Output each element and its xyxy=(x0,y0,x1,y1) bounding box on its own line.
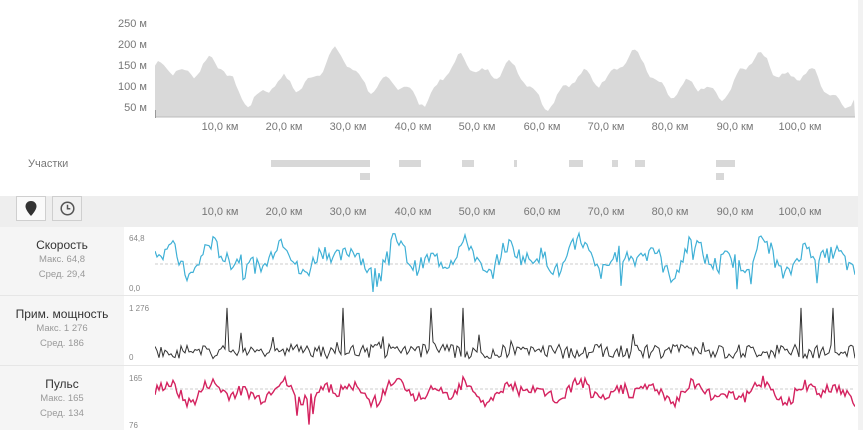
heart-rate-max: Макс. 165 xyxy=(40,393,84,404)
elevation-y-label: 50 м xyxy=(124,102,147,114)
distance-label: 50,0 км xyxy=(458,121,496,133)
segment-bar[interactable] xyxy=(569,160,583,167)
chart-toolbar: 10,0 км 20,0 км 30,0 км 40,0 км 50,0 км … xyxy=(0,196,863,227)
distance-label: 10,0 км xyxy=(201,206,239,218)
heart-rate-avg: Сред. 134 xyxy=(40,408,84,419)
distance-label: 60,0 км xyxy=(523,206,561,218)
map-view-button[interactable] xyxy=(16,196,46,221)
segment-bar[interactable] xyxy=(399,160,421,167)
distance-label: 80,0 км xyxy=(651,121,689,133)
time-view-button[interactable] xyxy=(52,196,82,221)
speed-series-line xyxy=(155,231,855,293)
distance-label: 60,0 км xyxy=(523,121,561,133)
segments-track xyxy=(0,158,863,184)
heart-rate-row-label: Пульс Макс. 165 Сред. 134 xyxy=(0,366,124,430)
heart-rate-y-bottom: 76 xyxy=(129,421,138,430)
elevation-y-axis: 250 м 200 м 150 м 100 м 50 м xyxy=(107,16,149,116)
row-divider xyxy=(0,365,863,366)
heart-rate-title: Пульс xyxy=(45,377,79,391)
elevation-y-label: 250 м xyxy=(118,18,147,30)
segment-bar[interactable] xyxy=(716,173,724,180)
speed-y-bottom: 0,0 xyxy=(129,284,141,293)
distance-label: 80,0 км xyxy=(651,206,689,218)
speed-title: Скорость xyxy=(36,238,88,252)
heart-rate-chart[interactable] xyxy=(155,368,855,430)
power-row-label: Прим. мощность Макс. 1 276 Сред. 186 xyxy=(0,296,124,365)
distance-label: 70,0 км xyxy=(587,121,625,133)
power-max: Макс. 1 276 xyxy=(36,323,88,334)
segment-bar[interactable] xyxy=(716,160,735,167)
distance-label: 70,0 км xyxy=(587,206,625,218)
elevation-area xyxy=(155,46,855,117)
distance-label: 20,0 км xyxy=(265,206,303,218)
clock-icon xyxy=(59,201,75,216)
segment-bar[interactable] xyxy=(271,160,370,167)
distance-label: 40,0 км xyxy=(394,121,432,133)
distance-label: 20,0 км xyxy=(265,121,303,133)
elevation-y-label: 150 м xyxy=(118,60,147,72)
elevation-y-label: 100 м xyxy=(118,81,147,93)
power-y-top: 1 276 xyxy=(129,304,150,313)
distance-axis-top: 10,0 км 20,0 км 30,0 км 40,0 км 50,0 км … xyxy=(0,121,863,135)
elevation-chart[interactable] xyxy=(155,40,855,118)
speed-y-top: 64,8 xyxy=(129,234,145,243)
speed-chart[interactable] xyxy=(155,228,855,294)
segment-bar[interactable] xyxy=(360,173,370,180)
distance-axis-bottom: 10,0 км 20,0 км 30,0 км 40,0 км 50,0 км … xyxy=(0,206,863,220)
distance-label: 100,0 км xyxy=(778,206,822,218)
distance-label: 30,0 км xyxy=(329,206,367,218)
segment-bar[interactable] xyxy=(612,160,618,167)
distance-label: 90,0 км xyxy=(716,121,754,133)
segments-title: Участки xyxy=(28,158,69,170)
speed-max: Макс. 64,8 xyxy=(38,254,86,265)
speed-row-label: Скорость Макс. 64,8 Сред. 29,4 xyxy=(0,227,124,295)
distance-label: 100,0 км xyxy=(778,121,822,133)
map-pin-icon xyxy=(25,201,37,216)
segment-bar[interactable] xyxy=(635,160,645,167)
scrollbar-track[interactable] xyxy=(858,0,863,430)
power-series-line xyxy=(155,307,855,360)
distance-label: 90,0 км xyxy=(716,206,754,218)
heart-rate-series-line xyxy=(155,374,855,425)
power-avg: Сред. 186 xyxy=(40,338,84,349)
distance-label: 30,0 км xyxy=(329,121,367,133)
row-divider xyxy=(0,295,863,296)
power-y-bottom: 0 xyxy=(129,353,134,362)
heart-rate-y-top: 165 xyxy=(129,374,143,383)
power-title: Прим. мощность xyxy=(15,307,109,321)
distance-label: 10,0 км xyxy=(201,121,239,133)
segment-bar[interactable] xyxy=(462,160,474,167)
segment-bar[interactable] xyxy=(514,160,517,167)
distance-label: 40,0 км xyxy=(394,206,432,218)
speed-avg: Сред. 29,4 xyxy=(38,269,86,280)
distance-label: 50,0 км xyxy=(458,206,496,218)
power-chart[interactable] xyxy=(155,298,855,364)
elevation-y-label: 200 м xyxy=(118,39,147,51)
